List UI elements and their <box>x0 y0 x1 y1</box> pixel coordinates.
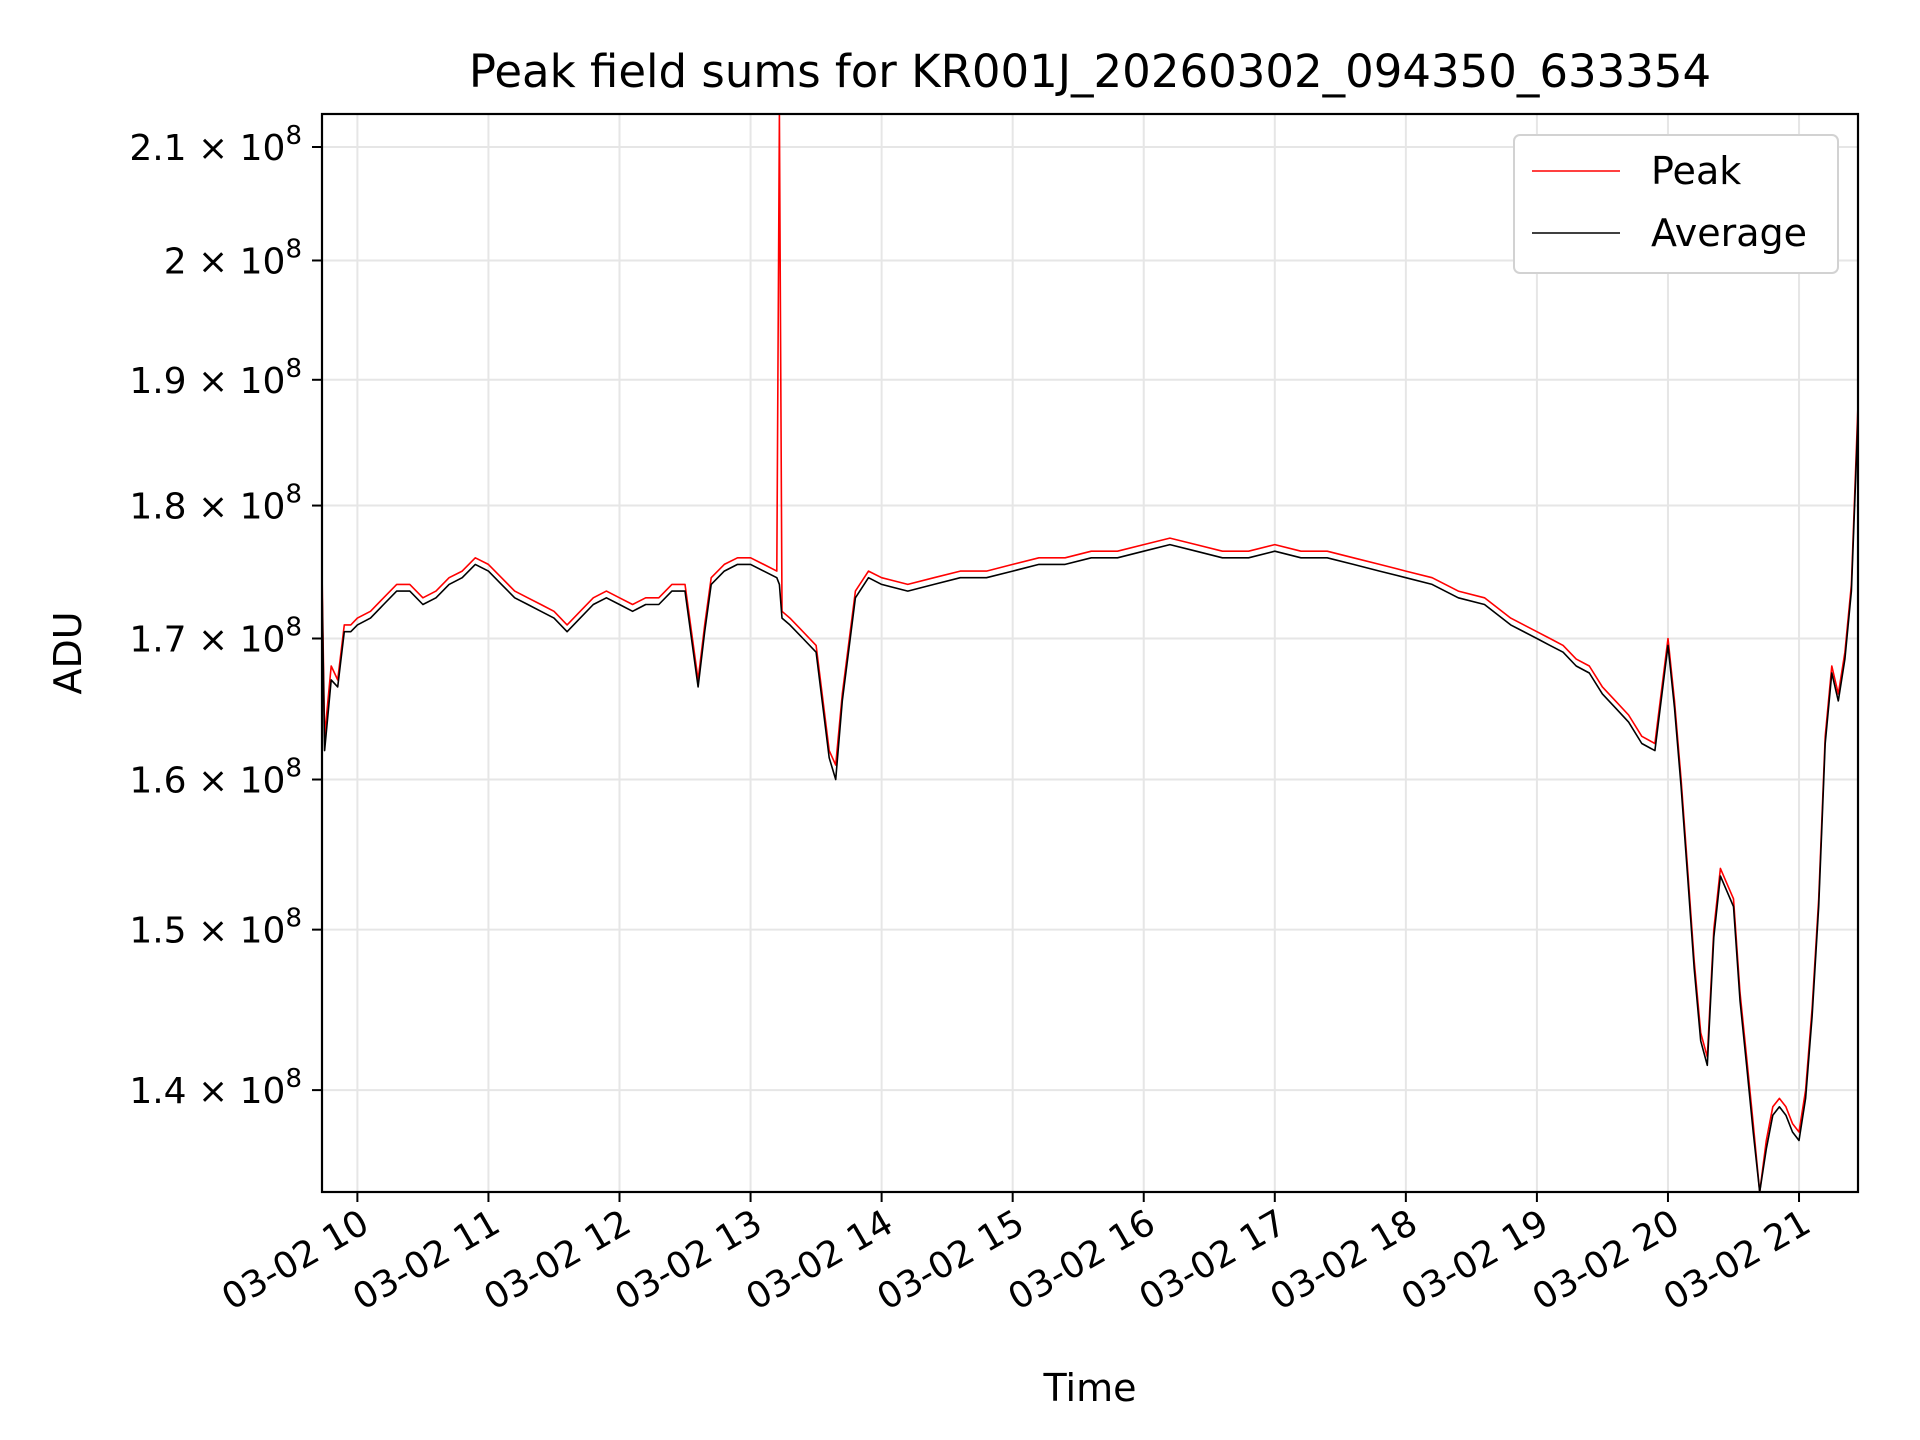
series-line-peak <box>321 113 1859 1193</box>
y-tick-label-6: 2 × 108 <box>164 234 302 282</box>
chart-title: Peak field sums for KR001J_20260302_0943… <box>469 45 1711 98</box>
y-tick-label-1: 1.5 × 108 <box>129 904 302 952</box>
legend-box <box>1513 134 1839 274</box>
y-tick-label-0: 1.4 × 108 <box>129 1064 302 1112</box>
legend-label-peak: Peak <box>1651 149 1741 193</box>
series-line-average <box>321 416 1859 1193</box>
y-tick-label-5: 1.9 × 108 <box>129 354 302 402</box>
plot-frame <box>320 112 1860 1194</box>
y-tick-label-2: 1.6 × 108 <box>129 754 302 802</box>
y-axis: 1.4 × 108 1.5 × 108 1.6 × 108 1.7 × 108 1.8 … <box>129 121 322 1112</box>
legend-label-average: Average <box>1651 211 1807 255</box>
x-axis-label: Time <box>1043 1366 1137 1410</box>
y-tick-label-7: 2.1 × 108 <box>129 121 302 169</box>
y-tick-label-4: 1.8 × 108 <box>129 480 302 528</box>
data-series <box>321 113 1859 1193</box>
y-tick-label-3: 1.7 × 108 <box>129 613 302 661</box>
y-axis-label: ADU <box>46 611 90 694</box>
plot-area-background <box>322 114 1858 1192</box>
legend: Peak Average <box>1513 134 1839 274</box>
